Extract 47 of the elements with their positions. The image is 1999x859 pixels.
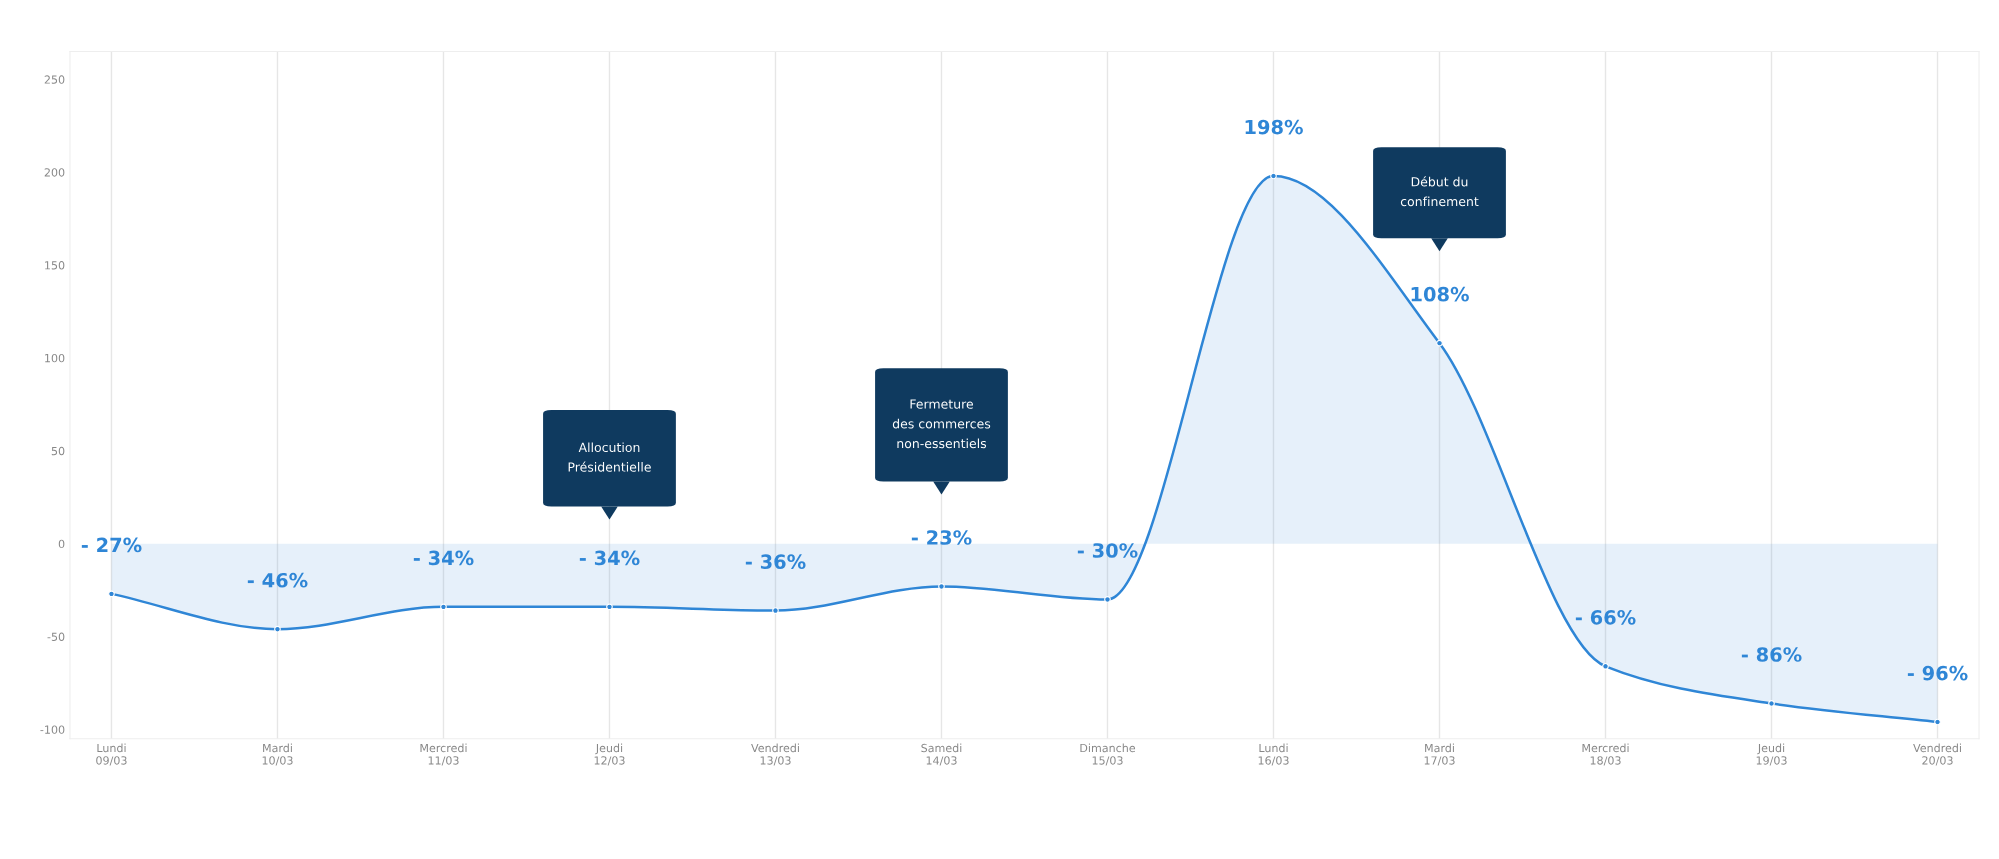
data-label: - 30% bbox=[1077, 543, 1138, 558]
point bbox=[108, 590, 115, 598]
x-tick-label: Lundi 09/03 bbox=[96, 743, 127, 766]
x-tick-label: Mercredi 11/03 bbox=[420, 743, 467, 766]
data-label: - 34% bbox=[579, 550, 640, 566]
point bbox=[772, 607, 779, 614]
y-tick-label: -100 bbox=[40, 725, 65, 734]
data-label: - 96% bbox=[1907, 665, 1968, 681]
y-tick-label: 200 bbox=[44, 168, 65, 177]
data-label: - 27% bbox=[81, 537, 142, 553]
annotation: Début du confinement bbox=[1400, 176, 1479, 207]
point bbox=[1104, 596, 1111, 603]
x-tick-label: Samedi 14/03 bbox=[921, 743, 962, 766]
y-tick-label: -50 bbox=[47, 632, 65, 641]
y-tick-label: 250 bbox=[44, 75, 65, 84]
data-label: 198% bbox=[1245, 119, 1303, 135]
point bbox=[938, 583, 945, 590]
y-tick-label: 50 bbox=[51, 446, 65, 456]
y-tick-label: 0 bbox=[58, 539, 65, 549]
x-tick-label: Vendredi 20/03 bbox=[1913, 743, 1961, 766]
point bbox=[606, 603, 613, 611]
x-tick-label: Vendredi 13/03 bbox=[751, 743, 799, 766]
point bbox=[1436, 339, 1443, 347]
point bbox=[440, 603, 447, 611]
annotation: Allocution Présidentielle bbox=[568, 442, 651, 472]
data-label: 108% bbox=[1411, 286, 1469, 302]
y-tick-label: 150 bbox=[45, 261, 65, 270]
data-label: - 23% bbox=[911, 530, 972, 545]
x-tick-label: Dimanche 15/03 bbox=[1080, 743, 1136, 766]
annotation: Fermeture des commerces non-essentiels bbox=[892, 399, 991, 449]
x-tick-label: Mardi 10/03 bbox=[262, 743, 293, 766]
x-tick-label: Jeudi 12/03 bbox=[594, 743, 625, 766]
point bbox=[1602, 662, 1609, 670]
point bbox=[1270, 172, 1277, 180]
x-tick-label: Mercredi 18/03 bbox=[1582, 743, 1629, 766]
data-label: - 36% bbox=[745, 554, 806, 570]
x-tick-label: Jeudi 19/03 bbox=[1756, 743, 1787, 766]
data-label: - 46% bbox=[247, 572, 308, 588]
x-tick-label: Mardi 17/03 bbox=[1424, 743, 1455, 766]
point bbox=[1934, 718, 1941, 726]
point bbox=[274, 625, 281, 633]
y-tick-label: 100 bbox=[45, 353, 65, 363]
data-label: - 34% bbox=[413, 550, 474, 566]
x-tick-label: Lundi 16/03 bbox=[1258, 743, 1289, 766]
point bbox=[1768, 700, 1775, 707]
data-label: - 66% bbox=[1575, 610, 1636, 625]
data-label: - 86% bbox=[1741, 647, 1802, 662]
